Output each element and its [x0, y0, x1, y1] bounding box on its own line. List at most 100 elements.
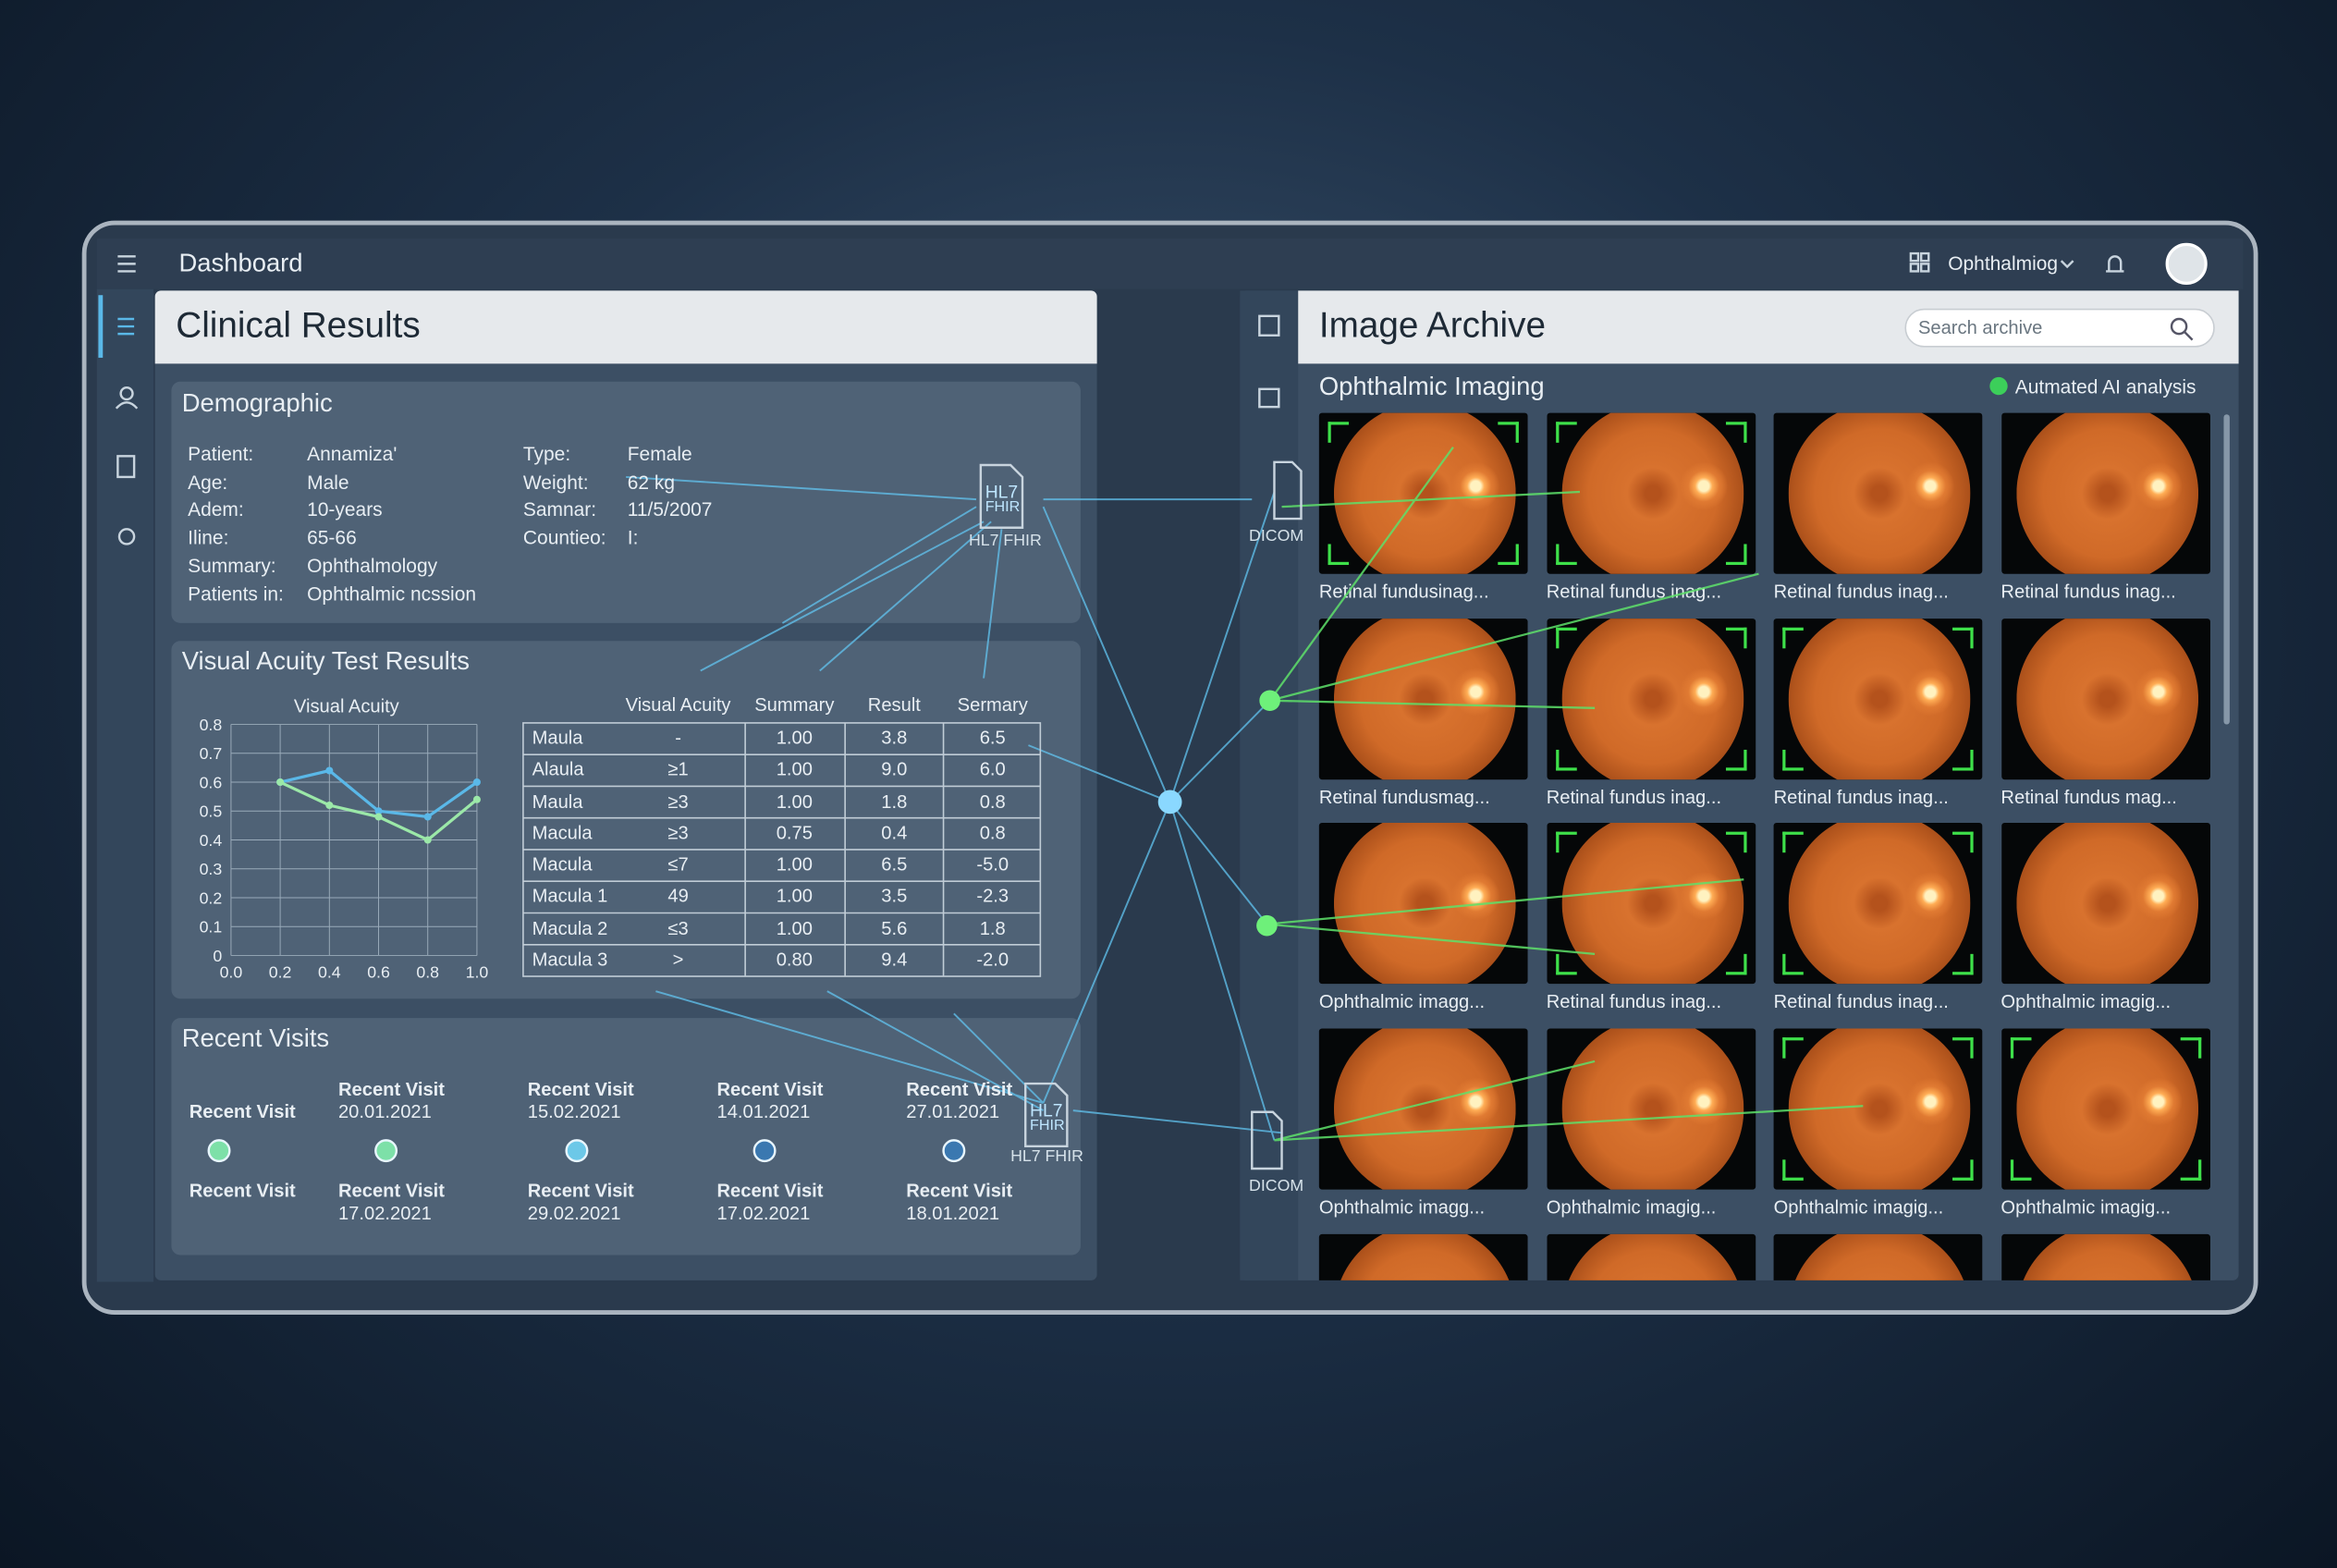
hl7-label: HL7 FHIR [968, 532, 1042, 550]
visit-label: Recent Visit [337, 1079, 445, 1100]
ai-bracket [1555, 749, 1576, 771]
image-caption: Retinal fundus inag... [1546, 786, 1722, 808]
field-label: Patients in: [188, 582, 284, 605]
table-cell: Macula 3 [532, 949, 608, 971]
retina [1788, 823, 1971, 985]
field-value: Male [307, 470, 349, 494]
fundus-image[interactable] [2001, 1028, 2210, 1190]
sidebar-active [98, 295, 104, 358]
ai-bracket [1952, 1159, 1974, 1182]
fundus-image[interactable] [1773, 1233, 1983, 1280]
fundus-image[interactable] [2001, 618, 2210, 779]
ai-bracket [2010, 1159, 2031, 1182]
table-cell: Macula 2 [532, 917, 608, 938]
fundus-image[interactable] [1318, 823, 1528, 985]
hl7-icon-text: HL7 [985, 481, 1019, 503]
fundus-image[interactable] [1318, 412, 1528, 574]
visit-label: Recent Visit [716, 1180, 824, 1202]
visit-label: Recent Visit [189, 1180, 296, 1202]
table-cell: 3.5 [881, 886, 908, 907]
fundus-image[interactable] [1773, 412, 1983, 574]
fundus-image[interactable] [1546, 823, 1756, 985]
retina [1560, 1028, 1744, 1190]
field-label: Iline: [188, 526, 229, 549]
ai-bracket [1952, 954, 1974, 976]
table-header: Summary [754, 694, 835, 716]
ai-bracket [1782, 954, 1804, 976]
table-cell: 1.00 [776, 917, 813, 938]
fundus-image[interactable] [1318, 618, 1528, 779]
ai-bracket [1555, 544, 1576, 566]
ai-bracket [1782, 832, 1804, 853]
fundus-image[interactable] [1546, 1028, 1756, 1190]
panel-title: Clinical Results [176, 305, 421, 347]
retina [1333, 618, 1516, 779]
field-label: Samnar: [522, 498, 597, 521]
retina [1560, 1233, 1744, 1280]
field-value: 62 kg [627, 470, 676, 494]
table-cell: ≥3 [667, 790, 689, 812]
table-cell: Macula [532, 853, 593, 876]
fundus-image[interactable] [2001, 1233, 2210, 1280]
field-value: Ophthalmic ncssion [307, 582, 477, 605]
visit-date: 29.02.2021 [527, 1203, 621, 1224]
ai-bracket [1725, 422, 1746, 443]
retina [1788, 618, 1971, 779]
ai-bracket [2179, 1037, 2201, 1059]
section-title: Recent Visits [181, 1023, 330, 1053]
visit-label: Recent Visit [716, 1079, 824, 1100]
fundus-image[interactable] [1318, 1028, 1528, 1190]
table-cell: 0.8 [979, 822, 1006, 844]
table-cell: 6.5 [979, 727, 1006, 749]
table-cell: Alaula [532, 759, 584, 780]
retina [2015, 1028, 2198, 1190]
ai-bracket [1782, 749, 1804, 771]
visit-label: Recent Visit [527, 1079, 634, 1100]
panel-title: Image Archive [1318, 305, 1547, 347]
ai-bracket [1555, 422, 1576, 443]
fundus-image[interactable] [1318, 1233, 1528, 1280]
image-caption: Ophthalmic imagig... [2001, 1196, 2172, 1219]
fundus-image[interactable] [1546, 1233, 1756, 1280]
fundus-image[interactable] [1773, 1028, 1983, 1190]
retina [1333, 1028, 1516, 1190]
image-caption: Retinal fundusmag... [1318, 786, 1490, 808]
image-caption: Retinal fundus inag... [1773, 786, 1949, 808]
fundus-image[interactable] [2001, 412, 2210, 574]
table-cell: -2.0 [976, 949, 1009, 971]
image-caption: Retinal fundusinag... [1318, 581, 1489, 603]
fundus-image[interactable] [1773, 823, 1983, 985]
table-header: Visual Acuity [625, 694, 731, 716]
table-cell: -2.3 [976, 886, 1009, 907]
field-label: Type: [522, 442, 571, 466]
ai-bracket [1782, 1037, 1804, 1059]
field-value: Annamiza' [307, 442, 398, 466]
hl7-icon-text: FHIR [985, 499, 1021, 516]
table-cell: Macula [532, 822, 593, 844]
ai-bracket [1782, 627, 1804, 648]
search-box[interactable] [1904, 308, 2215, 348]
table-cell: ≤3 [667, 917, 689, 938]
retina [1788, 1233, 1971, 1280]
section-title: Demographic [181, 388, 333, 418]
fundus-image[interactable] [2001, 823, 2210, 985]
table-cell: 1.00 [776, 886, 813, 907]
retina [2015, 412, 2198, 574]
fundus-image[interactable] [1773, 618, 1983, 779]
ai-status: Autmated AI analysis [2014, 375, 2196, 398]
ai-bracket [1555, 627, 1576, 648]
ai-bracket [1952, 1037, 1974, 1059]
ai-bracket [1725, 749, 1746, 771]
hl7-icon-text: HL7 [1030, 1099, 1063, 1121]
table-cell: 9.4 [881, 949, 908, 971]
ai-bracket [1725, 544, 1746, 566]
ai-bracket [1555, 954, 1576, 976]
ai-bracket [1725, 954, 1746, 976]
table-cell: > [672, 949, 684, 971]
fundus-image[interactable] [1546, 412, 1756, 574]
visit-date: 15.02.2021 [527, 1101, 621, 1123]
visit-label: Recent Visit [527, 1180, 634, 1202]
fundus-image[interactable] [1546, 618, 1756, 779]
top-bar [96, 238, 2244, 289]
